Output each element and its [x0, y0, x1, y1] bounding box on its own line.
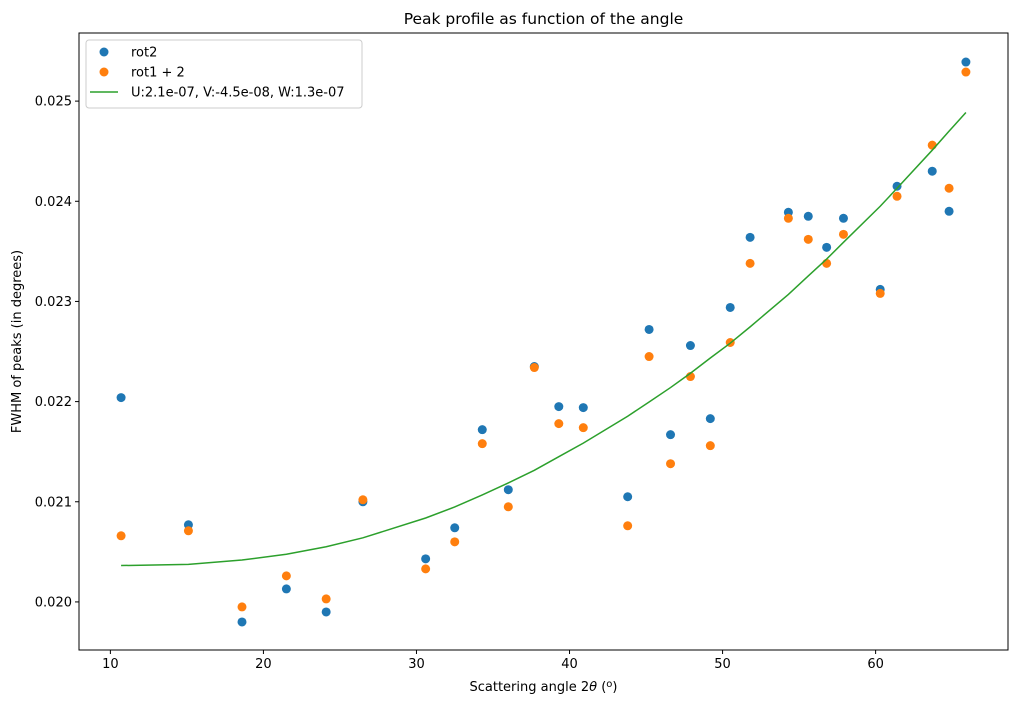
y-tick-label: 0.021	[35, 495, 72, 510]
data-point	[875, 288, 885, 298]
data-point	[927, 166, 937, 176]
data-point	[321, 594, 331, 604]
x-tick-label: 30	[408, 657, 425, 672]
data-point	[783, 213, 793, 223]
data-point	[578, 403, 588, 413]
legend-marker-rot1-plus-2	[99, 67, 109, 77]
x-tick-label: 10	[102, 657, 119, 672]
y-axis-label: FWHM of peaks (in degrees)	[10, 250, 25, 433]
data-point	[666, 459, 676, 469]
data-point	[358, 495, 368, 505]
legend-label-fit: U:2.1e-07, V:-4.5e-08, W:1.3e-07	[131, 86, 345, 101]
data-point	[281, 584, 291, 594]
data-point	[237, 602, 247, 612]
data-point	[477, 439, 487, 449]
data-point	[321, 607, 331, 617]
data-point	[623, 492, 633, 502]
data-point	[183, 526, 193, 536]
data-point	[450, 523, 460, 533]
data-point	[116, 531, 126, 541]
data-point	[803, 234, 813, 244]
data-point	[281, 571, 291, 581]
data-point	[503, 485, 513, 495]
y-tick-label: 0.025	[35, 95, 72, 110]
data-point	[822, 258, 832, 268]
data-point	[892, 181, 902, 191]
data-point	[745, 232, 755, 242]
data-point	[705, 441, 715, 451]
x-tick-label: 60	[867, 657, 884, 672]
chart-title: Peak profile as function of the angle	[404, 10, 684, 28]
legend-label-rot2: rot2	[131, 46, 157, 61]
y-tick-label: 0.020	[35, 595, 72, 610]
legend-box	[85, 39, 363, 109]
data-point	[685, 341, 695, 351]
y-axis-ticks: 0.020 0.021 0.022 0.023 0.024 0.025	[35, 95, 79, 610]
data-point	[644, 324, 654, 334]
data-point	[554, 402, 564, 412]
data-point	[421, 564, 431, 574]
data-point	[421, 554, 431, 564]
x-axis-ticks: 10 20 30 40 50 60	[102, 650, 884, 672]
data-point	[529, 363, 539, 373]
data-point	[237, 617, 247, 627]
data-point	[944, 183, 954, 193]
data-point	[705, 414, 715, 424]
data-point	[927, 140, 937, 150]
data-point	[623, 521, 633, 531]
y-tick-label: 0.022	[35, 395, 72, 410]
data-point	[745, 258, 755, 268]
y-tick-label: 0.024	[35, 195, 72, 210]
legend-label-rot1-plus-2: rot1 + 2	[131, 66, 185, 81]
data-point	[554, 419, 564, 429]
data-point	[961, 57, 971, 67]
data-point	[450, 537, 460, 547]
data-point	[944, 206, 954, 216]
x-tick-label: 40	[561, 657, 578, 672]
legend: rot2 rot1 + 2 U:2.1e-07, V:-4.5e-08, W:1…	[85, 39, 363, 109]
data-point	[803, 211, 813, 221]
data-point	[477, 425, 487, 435]
data-point	[838, 229, 848, 239]
fit-line	[121, 112, 967, 567]
data-point	[838, 213, 848, 223]
y-tick-label: 0.023	[35, 295, 72, 310]
series-2	[121, 112, 967, 567]
data-point	[892, 191, 902, 201]
data-point	[961, 67, 971, 77]
data-point	[644, 352, 654, 362]
plot-frame	[78, 32, 1009, 651]
data-point	[725, 302, 735, 312]
plot-area	[79, 33, 1008, 650]
x-tick-label: 50	[714, 657, 731, 672]
data-point	[503, 502, 513, 512]
legend-marker-rot2	[99, 47, 109, 57]
data-point	[578, 423, 588, 433]
data-point	[822, 242, 832, 252]
data-point	[116, 393, 126, 403]
x-tick-label: 20	[255, 657, 272, 672]
series-layer	[116, 57, 971, 627]
data-point	[666, 430, 676, 440]
x-axis-label: Scattering angle 2θ (o)	[470, 679, 618, 695]
